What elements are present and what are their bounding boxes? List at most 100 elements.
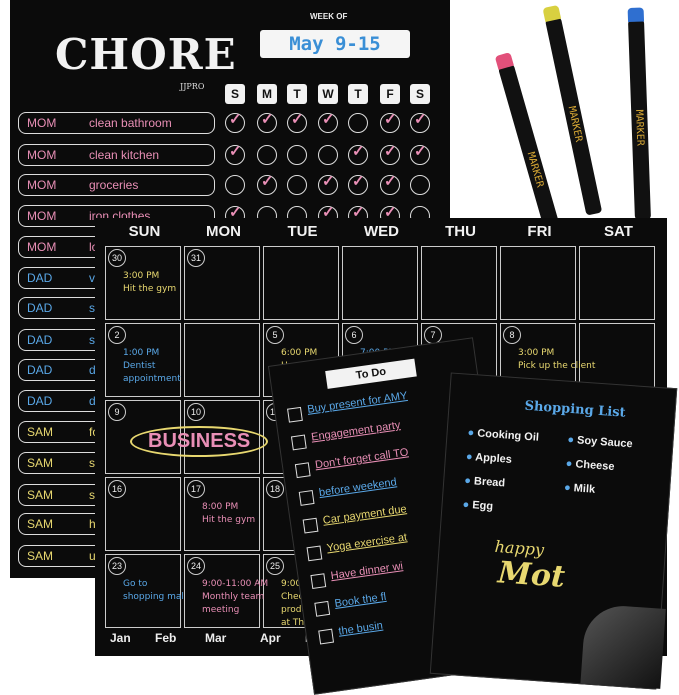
- day-cell: [263, 246, 339, 320]
- event-note: 9:00-11:00 AM: [202, 579, 269, 589]
- brand: JJPRO: [180, 82, 205, 91]
- checkbox: [302, 517, 319, 534]
- checkbox: [314, 600, 331, 617]
- greeting-line: Mot: [496, 555, 567, 595]
- check-circle: ✓: [318, 111, 338, 133]
- check-circle: ✓: [348, 143, 368, 165]
- day-cell: [105, 323, 181, 397]
- person: MOM: [27, 209, 57, 223]
- day-cell: [105, 554, 181, 628]
- check-circle: [318, 145, 338, 165]
- check-circle: ✓: [225, 143, 245, 165]
- day-label: S: [225, 84, 245, 104]
- event-note: Hit the gym: [202, 515, 256, 525]
- event-note: Pick up the client: [518, 361, 596, 371]
- task: clean bathroom: [89, 116, 172, 130]
- weekday: TUE: [287, 223, 318, 240]
- day-cell: [342, 246, 418, 320]
- check-circle: ✓: [318, 173, 338, 195]
- person: DAD: [27, 363, 53, 377]
- weekday: FRI: [527, 223, 552, 240]
- date-number: 8: [503, 326, 521, 344]
- check-circle: ✓: [257, 173, 277, 195]
- checkbox: [287, 406, 303, 423]
- person: MOM: [27, 178, 57, 192]
- check-circle: ✓: [257, 111, 277, 133]
- marker-cap: [494, 52, 514, 70]
- day-cell: [184, 554, 260, 628]
- date-number: 5: [266, 326, 284, 344]
- chore-title: CHORE: [55, 30, 237, 79]
- weekday: THU: [445, 223, 476, 240]
- checkbox: [294, 462, 311, 479]
- event-note: 8:00 PM: [202, 502, 239, 512]
- event-note: Dentist: [123, 361, 156, 371]
- check-circle: ✓: [287, 111, 307, 133]
- date-number: 9: [108, 403, 126, 421]
- todo-title: To Do: [325, 358, 417, 389]
- marker-label: MARKER: [524, 150, 546, 189]
- todo-item: before weekend: [318, 476, 398, 500]
- day-cell: [184, 246, 260, 320]
- month-label: Feb: [155, 631, 177, 645]
- check-circle: ✓: [410, 111, 430, 133]
- marker-blue: MARKER: [627, 7, 651, 220]
- day-label: M: [257, 84, 277, 104]
- event-note: appointment: [123, 374, 181, 384]
- shopping-item: ● Egg: [462, 498, 494, 513]
- marker-cap: [627, 7, 645, 22]
- day-cell: [105, 477, 181, 551]
- day-cell: [579, 246, 655, 320]
- shopping-item: ● Cheese: [565, 457, 615, 474]
- event-note: 3:00 PM: [123, 271, 160, 281]
- date-number: 24: [187, 557, 205, 575]
- checkbox: [310, 573, 327, 590]
- event-note: Hit the gym: [123, 284, 177, 294]
- check-circle: ✓: [410, 143, 430, 165]
- check-circle: ✓: [380, 173, 400, 195]
- check-circle: [410, 175, 430, 195]
- check-circle: ✓: [380, 111, 400, 133]
- todo-item: Don't forget call TO: [314, 446, 410, 472]
- date-number: 31: [187, 249, 205, 267]
- chore-row: MOM clean bathroom: [18, 112, 215, 134]
- check-circle: ✓: [348, 173, 368, 195]
- task: lo: [89, 240, 99, 254]
- person: DAD: [27, 271, 53, 285]
- person: SAM: [27, 488, 54, 502]
- person: MOM: [27, 116, 57, 130]
- person: SAM: [27, 549, 54, 563]
- check-circle: [287, 175, 307, 195]
- date-number: 18: [266, 480, 284, 498]
- event-note: shopping mal: [123, 592, 184, 602]
- todo-item: the busin: [337, 619, 384, 638]
- checkbox: [318, 628, 335, 645]
- task: ur: [89, 549, 100, 563]
- shopping-item: ● Milk: [563, 481, 596, 496]
- todo-item: Have dinner wi: [329, 560, 404, 583]
- task: groceries: [89, 178, 139, 192]
- marker-cap: [542, 4, 562, 22]
- task: clean kitchen: [89, 148, 160, 162]
- todo-item: Engagement party: [310, 419, 402, 444]
- month-label: Apr: [260, 631, 281, 645]
- marker-label: MARKER: [633, 109, 646, 146]
- day-label: S: [410, 84, 430, 104]
- event-note: Monthly team: [202, 592, 265, 602]
- day-label: F: [380, 84, 400, 104]
- todo-item: Car payment due: [322, 503, 408, 527]
- check-circle: [225, 175, 245, 195]
- day-cell: [421, 246, 497, 320]
- date-number: 23: [108, 557, 126, 575]
- date-number: 17: [187, 480, 205, 498]
- checkbox: [298, 490, 315, 506]
- date-number: 25: [266, 557, 284, 575]
- page-curl: [580, 603, 666, 689]
- day-cell: [105, 246, 181, 320]
- chore-row: MOM groceries: [18, 174, 215, 196]
- shopping-item: ● Soy Sauce: [566, 433, 634, 451]
- weekday: WED: [364, 223, 399, 240]
- check-circle: [287, 145, 307, 165]
